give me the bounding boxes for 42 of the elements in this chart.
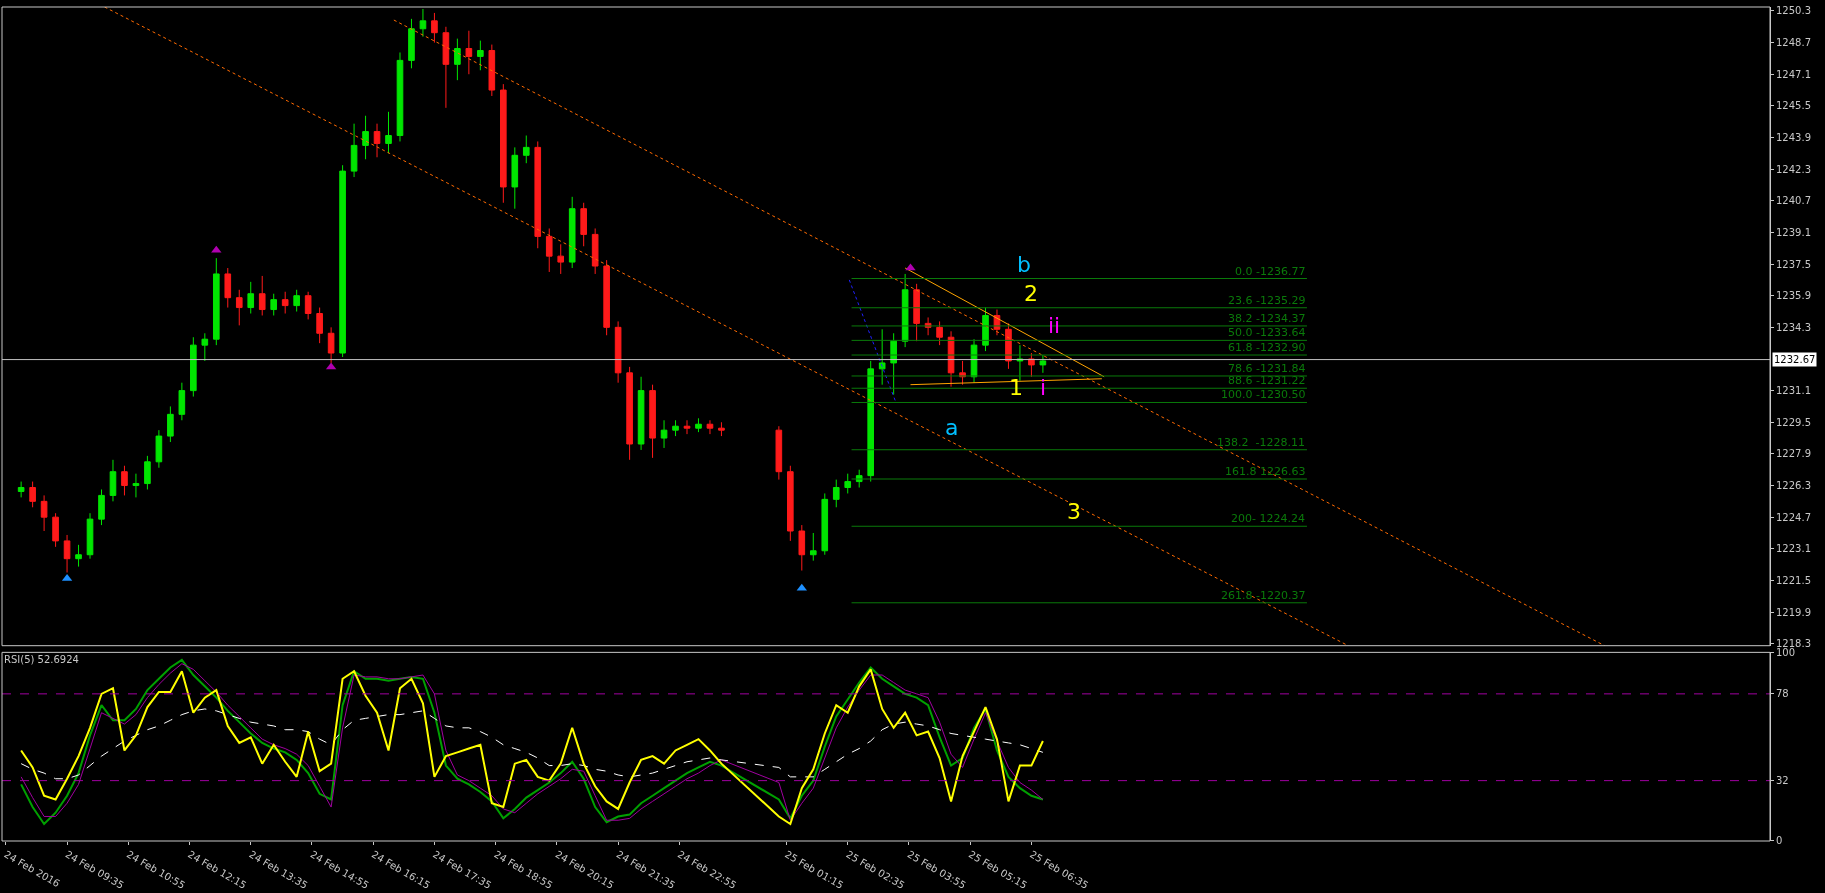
annotation: 1 [1009,375,1023,400]
y-tick-label: 1245.5 [1776,100,1811,112]
annotation: ii [1048,313,1061,338]
y-tick-label: 78 [1776,688,1789,700]
ref-line-label: 1232.67 [1774,354,1816,365]
series-label: 50.0 -1233.64 [1228,326,1306,339]
y-tick-label: 1239.1 [1776,226,1811,238]
y-tick-label: 1243.9 [1776,132,1811,144]
y-tick-label: 1231.1 [1776,385,1811,397]
y-tick-label: 1237.5 [1776,258,1811,270]
y-tick-label: 1223.1 [1776,543,1811,555]
annotation: b [1017,252,1031,277]
y-tick-label: 1248.7 [1776,37,1811,49]
annotation: a [945,415,959,440]
series-label: 88.6 -1231.22 [1228,374,1306,387]
series-label: 200- 1224.24 [1231,512,1305,525]
annotation: i [1040,375,1047,400]
y-tick-label: 32 [1776,775,1789,787]
y-tick-label: 1240.7 [1776,195,1811,207]
y-tick-label: 1226.3 [1776,480,1811,492]
annotation: 2 [1024,281,1038,306]
y-tick-label: 1221.5 [1776,574,1811,586]
y-tick-label: 1224.7 [1776,511,1811,523]
series-label: 261.8 -1220.37 [1221,589,1306,602]
chart-title: RSI(5) 52.6924 [4,654,79,665]
y-tick-label: 1229.5 [1776,416,1811,428]
y-tick-label: 1234.3 [1776,321,1811,333]
y-tick-label: 1219.9 [1776,606,1811,618]
series-label: 23.6 -1235.29 [1228,294,1306,307]
series-label: 78.6 -1231.84 [1228,362,1306,375]
series-label: 38.2 -1234.37 [1228,312,1306,325]
series-label: 61.8 -1232.90 [1228,341,1306,354]
y-tick-label: 1227.9 [1776,448,1811,460]
series-label: 100.0 -1230.50 [1221,388,1306,401]
y-tick-label: 1235.9 [1776,290,1811,302]
annotation: 3 [1067,499,1081,524]
y-tick-label: 1250.3 [1776,5,1811,17]
series-label: 138.2 -1228.11 [1217,436,1305,449]
y-tick-label: 1247.1 [1776,68,1811,80]
y-tick-label: 0 [1776,835,1783,847]
series-label: 0.0 -1236.77 [1235,265,1306,278]
y-tick-label: 1242.3 [1776,163,1811,175]
